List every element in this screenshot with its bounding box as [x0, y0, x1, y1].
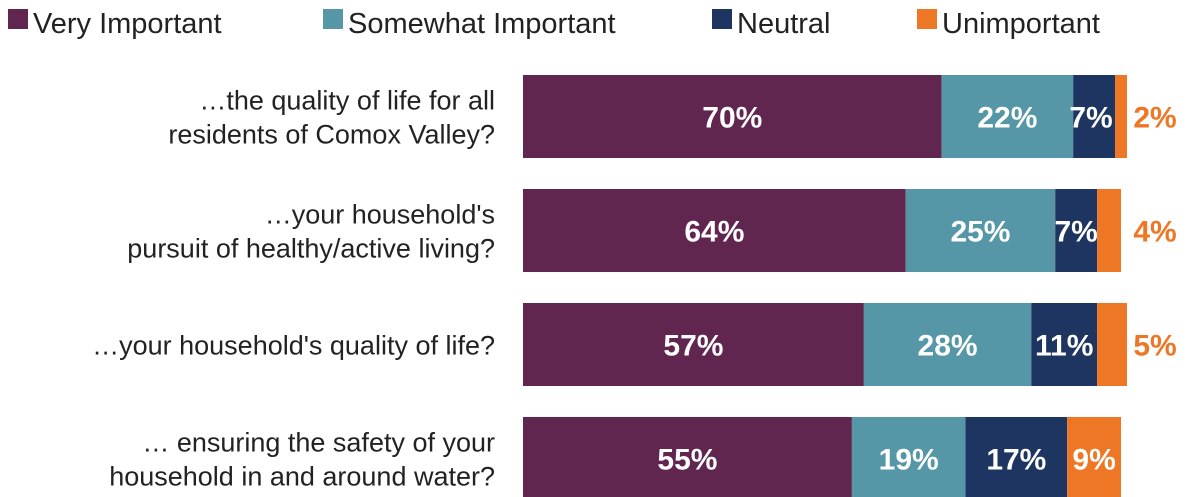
data-label-very-important: 57% [663, 330, 723, 363]
data-label-somewhat-important: 22% [977, 102, 1037, 135]
legend-item-very-important: Very Important [8, 8, 222, 40]
legend-label-somewhat-important: Somewhat Important [348, 8, 616, 40]
data-label-somewhat-important: 28% [918, 330, 978, 363]
bar-segment-somewhat-important [851, 417, 966, 497]
bar-segment-unimportant [1097, 189, 1121, 272]
legend-swatch-unimportant [917, 9, 937, 29]
bar-row: 55% 19% 17% 9% [523, 417, 1121, 497]
legend-item-somewhat-important: Somewhat Important [323, 8, 616, 40]
bar-segment-very-important [523, 189, 906, 272]
legend-label-very-important: Very Important [33, 8, 222, 40]
bar-segment-very-important [523, 417, 852, 497]
legend-swatch-very-important [8, 9, 28, 29]
data-label-somewhat-important: 25% [950, 216, 1010, 249]
bar-segment-very-important [523, 75, 942, 158]
category-label: …your household's quality of life? [92, 331, 495, 361]
data-label-unimportant: 5% [1133, 330, 1176, 363]
category-label: … ensuring the safety of your household i… [109, 428, 495, 492]
data-label-very-important: 55% [657, 444, 717, 477]
bar-segment-somewhat-important [863, 303, 1032, 386]
category-labels: …the quality of life for all residents of… [92, 86, 495, 492]
bar-segment-unimportant [1067, 417, 1121, 497]
bar-row: 57% 28% 11% 5% [523, 303, 1177, 386]
legend-item-neutral: Neutral [712, 8, 831, 40]
bar-segment-neutral [1073, 75, 1116, 158]
bar-segment-somewhat-important [905, 189, 1056, 272]
bar-row: 70% 22% 7% 2% [523, 75, 1177, 158]
category-label: …your household's pursuit of healthy/acti… [127, 200, 495, 264]
legend-label-neutral: Neutral [737, 8, 831, 40]
data-label-unimportant: 2% [1133, 102, 1176, 135]
bar-segment-unimportant [1097, 303, 1127, 386]
data-label-unimportant: 4% [1133, 216, 1176, 249]
bar-row: 64% 25% 7% 4% [523, 189, 1177, 272]
data-label-neutral: 7% [1069, 102, 1112, 135]
bar-segment-neutral [965, 417, 1068, 497]
bars: 70% 22% 7% 2% 64% 25% 7% 4% 57% 28% 11% 5% 55% 19% 17%… [523, 75, 1177, 497]
bar-segment-neutral [1055, 189, 1098, 272]
data-label-very-important: 70% [702, 102, 762, 135]
legend-label-unimportant: Unimportant [942, 8, 1100, 40]
data-label-neutral: 7% [1054, 216, 1097, 249]
data-label-somewhat-important: 19% [879, 444, 939, 477]
legend-item-unimportant: Unimportant [917, 8, 1100, 40]
data-label-neutral: 11% [1035, 330, 1093, 363]
legend-swatch-somewhat-important [323, 9, 343, 29]
bar-segment-very-important [523, 303, 864, 386]
bar-segment-somewhat-important [941, 75, 1074, 158]
category-label: …the quality of life for all residents of… [168, 86, 495, 150]
bar-segment-neutral [1031, 303, 1098, 386]
data-label-neutral: 17% [986, 444, 1046, 477]
bar-segment-unimportant [1115, 75, 1127, 158]
data-label-very-important: 64% [684, 216, 744, 249]
data-label-unimportant: 9% [1072, 444, 1115, 477]
legend: Very Important Somewhat Important Neutral U… [8, 8, 1100, 40]
legend-swatch-neutral [712, 9, 732, 29]
